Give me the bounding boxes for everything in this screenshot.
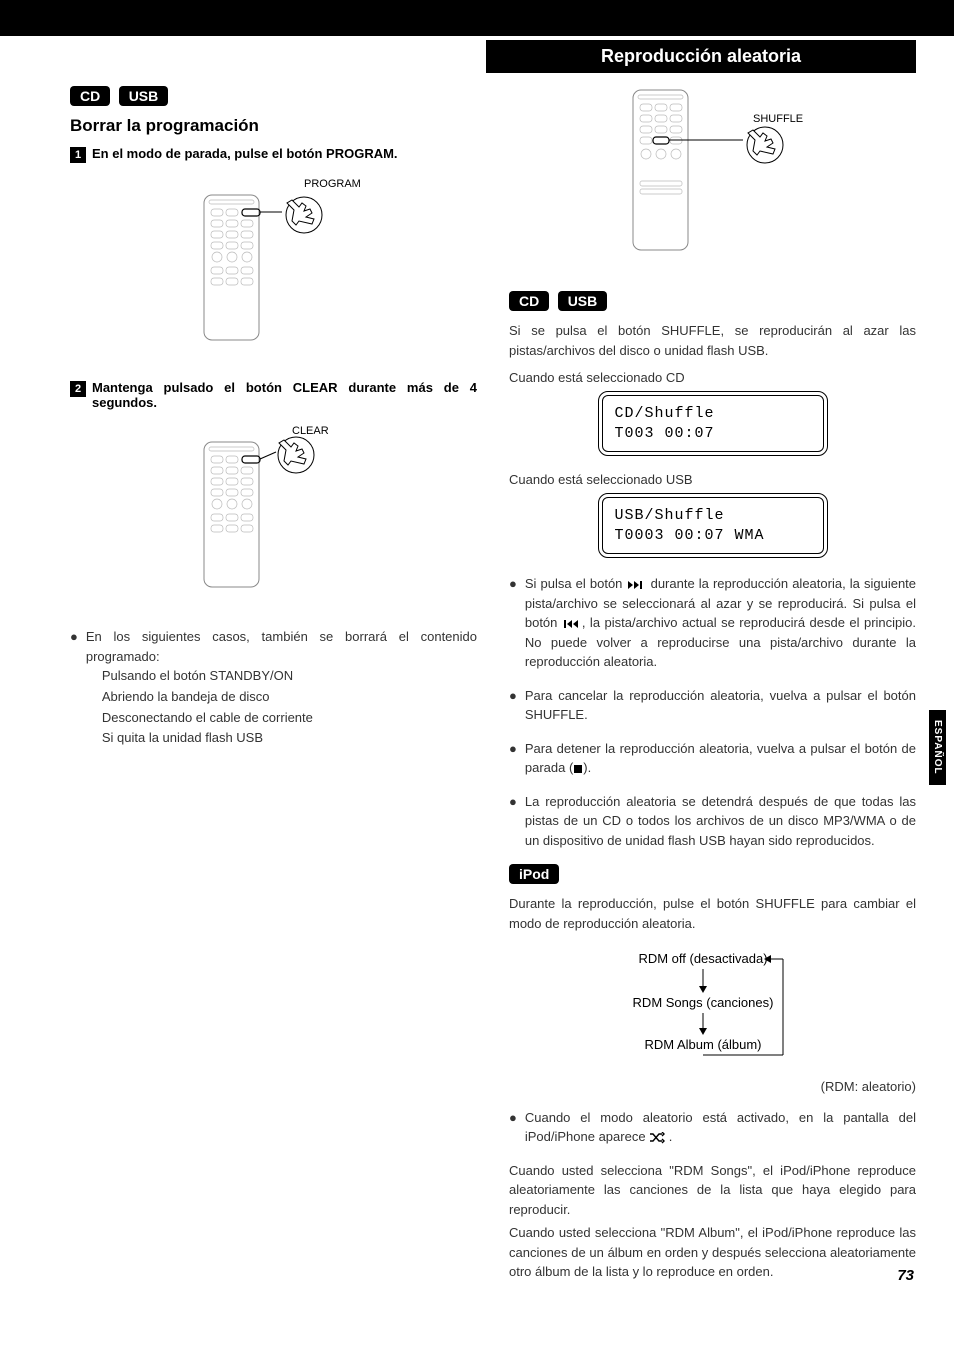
section-title: Borrar la programación (70, 116, 477, 136)
ipod-intro: Durante la reproducción, pulse el botón … (509, 894, 916, 933)
page-number: 73 (897, 1267, 914, 1284)
remote-shuffle-svg: SHUFFLE (583, 86, 843, 256)
next-track-icon (627, 580, 647, 590)
badge-row: iPod (509, 864, 916, 884)
left-column: CD USB Borrar la programación 1 En el mo… (70, 86, 477, 1282)
rdm-songs-label: RDM Songs (canciones) (632, 995, 773, 1010)
text-part: ). (583, 760, 591, 775)
lcd-line: T0003 00:07 WMA (615, 526, 811, 546)
prev-track-icon (562, 619, 582, 629)
top-bar (0, 0, 954, 36)
bullet-text: En los siguientes casos, también se borr… (86, 627, 477, 749)
bullet-dot: ● (70, 627, 78, 749)
badge-cd: CD (70, 86, 110, 106)
remote-diagram-1: PROGRAM (70, 175, 477, 350)
badge-ipod: iPod (509, 864, 559, 884)
bullet-text: Cuando el modo aleatorio está activado, … (525, 1108, 916, 1147)
sub-list: Pulsando el botón STANDBY/ON Abriendo la… (86, 666, 477, 749)
cd-caption: Cuando está seleccionado CD (509, 370, 916, 385)
lcd-usb: USB/Shuffle T0003 00:07 WMA (598, 493, 828, 558)
text-part: . (665, 1129, 672, 1144)
sub-item: Pulsando el botón STANDBY/ON (102, 666, 477, 687)
step-number: 2 (70, 381, 86, 397)
lcd-cd: CD/Shuffle T003 00:07 (598, 391, 828, 456)
remote-diagram-shuffle: SHUFFLE (509, 86, 916, 261)
bullet-text-content: En los siguientes casos, también se borr… (86, 629, 477, 664)
shuffle-icon (649, 1132, 665, 1144)
badge-cd: CD (509, 291, 549, 311)
remote-diagram-2: CLEAR (70, 422, 477, 597)
bullet-dot: ● (509, 739, 517, 778)
rdm-album-label: RDM Album (álbum) (644, 1037, 761, 1052)
text-part: Cuando el modo aleatorio está activado, … (525, 1110, 916, 1145)
step-2: 2 Mantenga pulsado el botón CLEAR durant… (70, 380, 477, 410)
remote-program-svg: PROGRAM (184, 175, 364, 345)
rdm-note: (RDM: aleatorio) (509, 1079, 916, 1094)
step-1: 1 En el modo de parada, pulse el botón P… (70, 146, 477, 163)
bullet-item: ● Para cancelar la reproducción aleatori… (509, 686, 916, 725)
bullet-item: ● En los siguientes casos, también se bo… (70, 627, 477, 749)
bullet-item: ● La reproducción aleatoria se detendrá … (509, 792, 916, 851)
badge-row: CD USB (70, 86, 477, 106)
bullet-item: ● Cuando el modo aleatorio está activado… (509, 1108, 916, 1147)
step-text: En el modo de parada, pulse el botón PRO… (92, 146, 477, 161)
content: CD USB Borrar la programación 1 En el mo… (0, 36, 954, 1302)
page-header: Reproducción aleatoria (486, 40, 916, 73)
badge-usb: USB (119, 86, 169, 106)
text-part: , la pista/archivo actual se reproducirá… (525, 615, 916, 669)
bullet-item: ● Si pulsa el botón durante la reproducc… (509, 574, 916, 672)
lcd-line: T003 00:07 (615, 424, 811, 444)
language-tab: ESPAÑOL (929, 710, 946, 785)
bullet-text: Para detener la reproducción aleatoria, … (525, 739, 916, 778)
sub-item: Abriendo la bandeja de disco (102, 687, 477, 708)
rdm-cycle-svg: RDM off (desactivada) RDM Songs (cancion… (603, 949, 823, 1059)
bullet-item: ● Para detener la reproducción aleatoria… (509, 739, 916, 778)
diagram-label: CLEAR (292, 425, 329, 437)
diagram-label: SHUFFLE (753, 113, 803, 125)
step-text: Mantenga pulsado el botón CLEAR durante … (92, 380, 477, 410)
sub-item: Desconectando el cable de corriente (102, 708, 477, 729)
right-column: SHUFFLE (509, 86, 916, 1282)
bullet-text: Para cancelar la reproducción aleatoria,… (525, 686, 916, 725)
text-part: Si pulsa el botón (525, 576, 627, 591)
bullet-dot: ● (509, 1108, 517, 1147)
lcd-line: CD/Shuffle (615, 404, 811, 424)
rdm-off-label: RDM off (desactivada) (638, 951, 767, 966)
bullet-text: Si pulsa el botón durante la reproducció… (525, 574, 916, 672)
diagram-label: PROGRAM (304, 178, 361, 190)
rdm-diagram: RDM off (desactivada) RDM Songs (cancion… (509, 949, 916, 1063)
stop-icon (573, 764, 583, 774)
ipod-para-1: Cuando usted selecciona "RDM Songs", el … (509, 1161, 916, 1220)
step-number: 1 (70, 147, 86, 163)
sub-item: Si quita la unidad flash USB (102, 728, 477, 749)
badge-usb: USB (558, 291, 608, 311)
usb-caption: Cuando está seleccionado USB (509, 472, 916, 487)
ipod-para-2: Cuando usted selecciona "RDM Album", el … (509, 1223, 916, 1282)
intro-text: Si se pulsa el botón SHUFFLE, se reprodu… (509, 321, 916, 360)
badge-row: CD USB (509, 291, 916, 311)
bullet-text: La reproducción aleatoria se detendrá de… (525, 792, 916, 851)
lcd-line: USB/Shuffle (615, 506, 811, 526)
bullet-dot: ● (509, 574, 517, 672)
bullet-dot: ● (509, 686, 517, 725)
remote-clear-svg: CLEAR (184, 422, 364, 592)
bullet-dot: ● (509, 792, 517, 851)
